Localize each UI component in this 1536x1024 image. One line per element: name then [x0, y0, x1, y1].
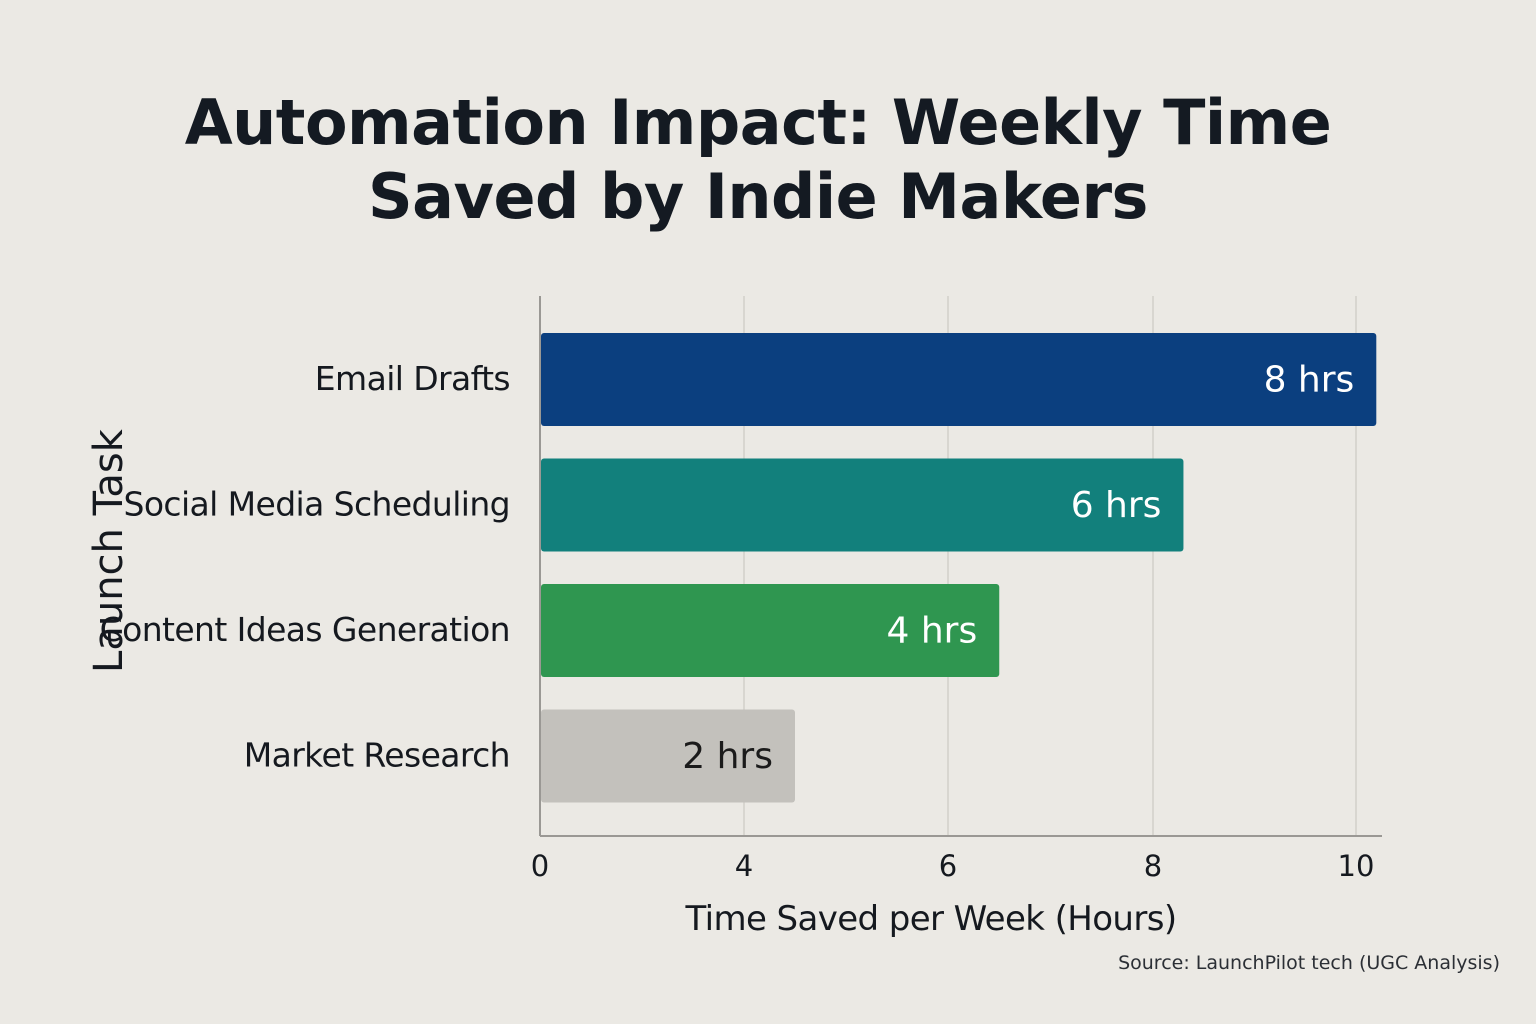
data-label: 4 hrs — [887, 611, 978, 652]
data-label: 2 hrs — [682, 736, 773, 777]
source-note: Source: LaunchPilot tech (UGC Analysis) — [1118, 952, 1500, 974]
x-tick-label: 0 — [531, 849, 549, 883]
bar — [541, 333, 1377, 426]
x-axis-label: Time Saved per Week (Hours) — [684, 899, 1176, 939]
bar — [541, 709, 795, 803]
x-tick-label: 10 — [1338, 849, 1375, 883]
data-label: 8 hrs — [1264, 360, 1355, 401]
bar — [541, 584, 1000, 677]
category-label: Email Drafts — [315, 359, 510, 398]
x-tick-label: 8 — [1144, 849, 1162, 883]
category-label: Social Media Scheduling — [123, 485, 510, 524]
x-tick-label: 6 — [939, 849, 957, 883]
data-label: 6 hrs — [1071, 485, 1162, 526]
category-label: Content Ideas Generation — [100, 610, 510, 649]
bar — [541, 458, 1184, 552]
x-tick-label: 4 — [735, 849, 753, 883]
chart-title: Automation Impact: Weekly Time Saved by … — [184, 86, 1332, 233]
y-axis-label: Launch Task — [86, 428, 132, 673]
category-label: Market Research — [244, 736, 510, 775]
